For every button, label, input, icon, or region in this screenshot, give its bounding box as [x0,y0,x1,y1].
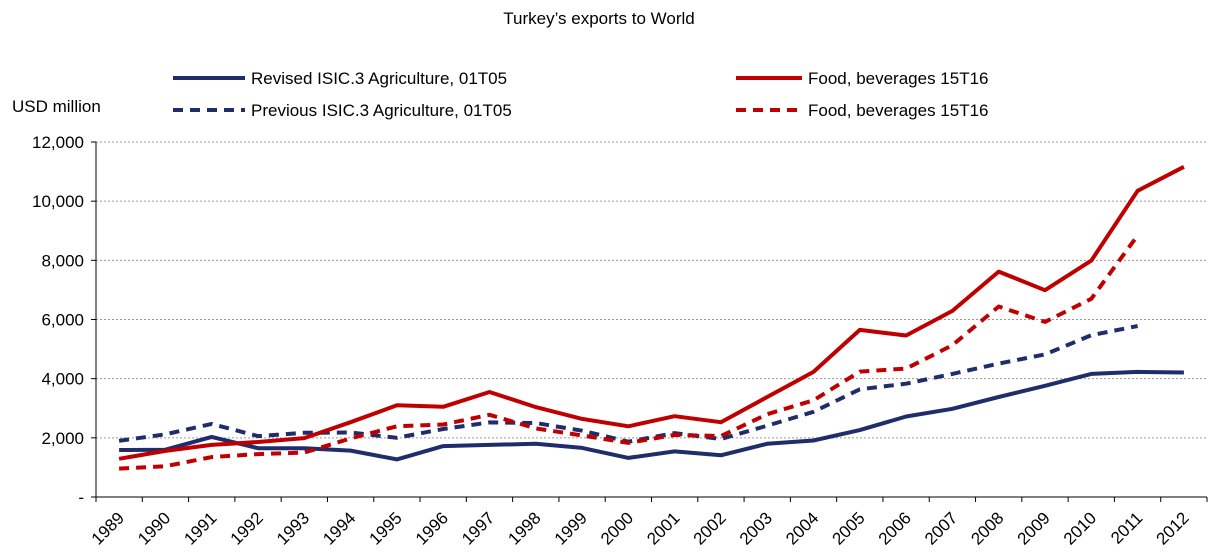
x-tick-label: 2005 [828,508,868,548]
legend-label: Revised ISIC.3 Agriculture, 01T05 [251,69,507,88]
y-tick-label: 4,000 [41,370,84,389]
legend-label: Food, beverages 15T16 [808,69,989,88]
legend-label: Food, beverages 15T16 [808,101,989,120]
x-tick-label: 1995 [366,508,406,548]
x-tick-label: 2001 [643,508,683,548]
x-tick-label: 1989 [88,508,128,548]
x-tick-label: 1991 [180,508,220,548]
legend-label: Previous ISIC.3 Agriculture, 01T05 [251,101,512,120]
y-tick-label: 10,000 [32,192,84,211]
x-tick-label: 1993 [273,508,313,548]
x-tick-label: 2012 [1152,508,1192,548]
x-tick-label: 2011 [1107,508,1146,547]
y-tick-label: 2,000 [41,429,84,448]
y-tick-label: 8,000 [41,251,84,270]
series-layer [118,165,1185,471]
x-tick-label: 2002 [690,508,730,548]
x-tick-label: 1992 [227,508,267,548]
x-tick-label: 2009 [1014,508,1054,548]
axes [91,141,1208,502]
y-axis-label: USD million [12,97,101,116]
y-tick-label: 6,000 [41,311,84,330]
x-tick-label: 2007 [921,508,961,548]
x-tick-label: 1997 [458,508,498,548]
x-tick-label: 1999 [551,508,591,548]
legend: Revised ISIC.3 Agriculture, 01T05 Previou… [173,69,989,120]
x-tick-label: 2010 [1060,508,1100,548]
x-tick-label: 1994 [319,508,359,548]
grid [96,141,1207,439]
x-tick-label: 2006 [875,508,915,548]
y-tick-labels: - 2,000 4,000 6,000 8,000 10,000 12,000 [32,133,84,507]
series-line [118,234,1140,471]
x-tick-label: 2008 [967,508,1007,548]
series-line [118,165,1185,461]
y-tick-label: - [78,488,84,507]
series-line [119,369,1184,462]
chart-title: Turkey’s exports to World [503,9,694,28]
x-tick-labels: 1989 1990 1991 1992 1993 1994 1995 1996 1997 1998… [88,508,1193,548]
x-tick-label: 1998 [504,508,544,548]
x-tick-label: 2004 [782,508,822,548]
x-tick-label: 2000 [597,508,637,548]
y-tick-label: 12,000 [32,133,84,152]
x-tick-label: 2003 [736,508,776,548]
x-tick-label: 1996 [412,508,452,548]
x-tick-label: 1990 [134,508,174,548]
